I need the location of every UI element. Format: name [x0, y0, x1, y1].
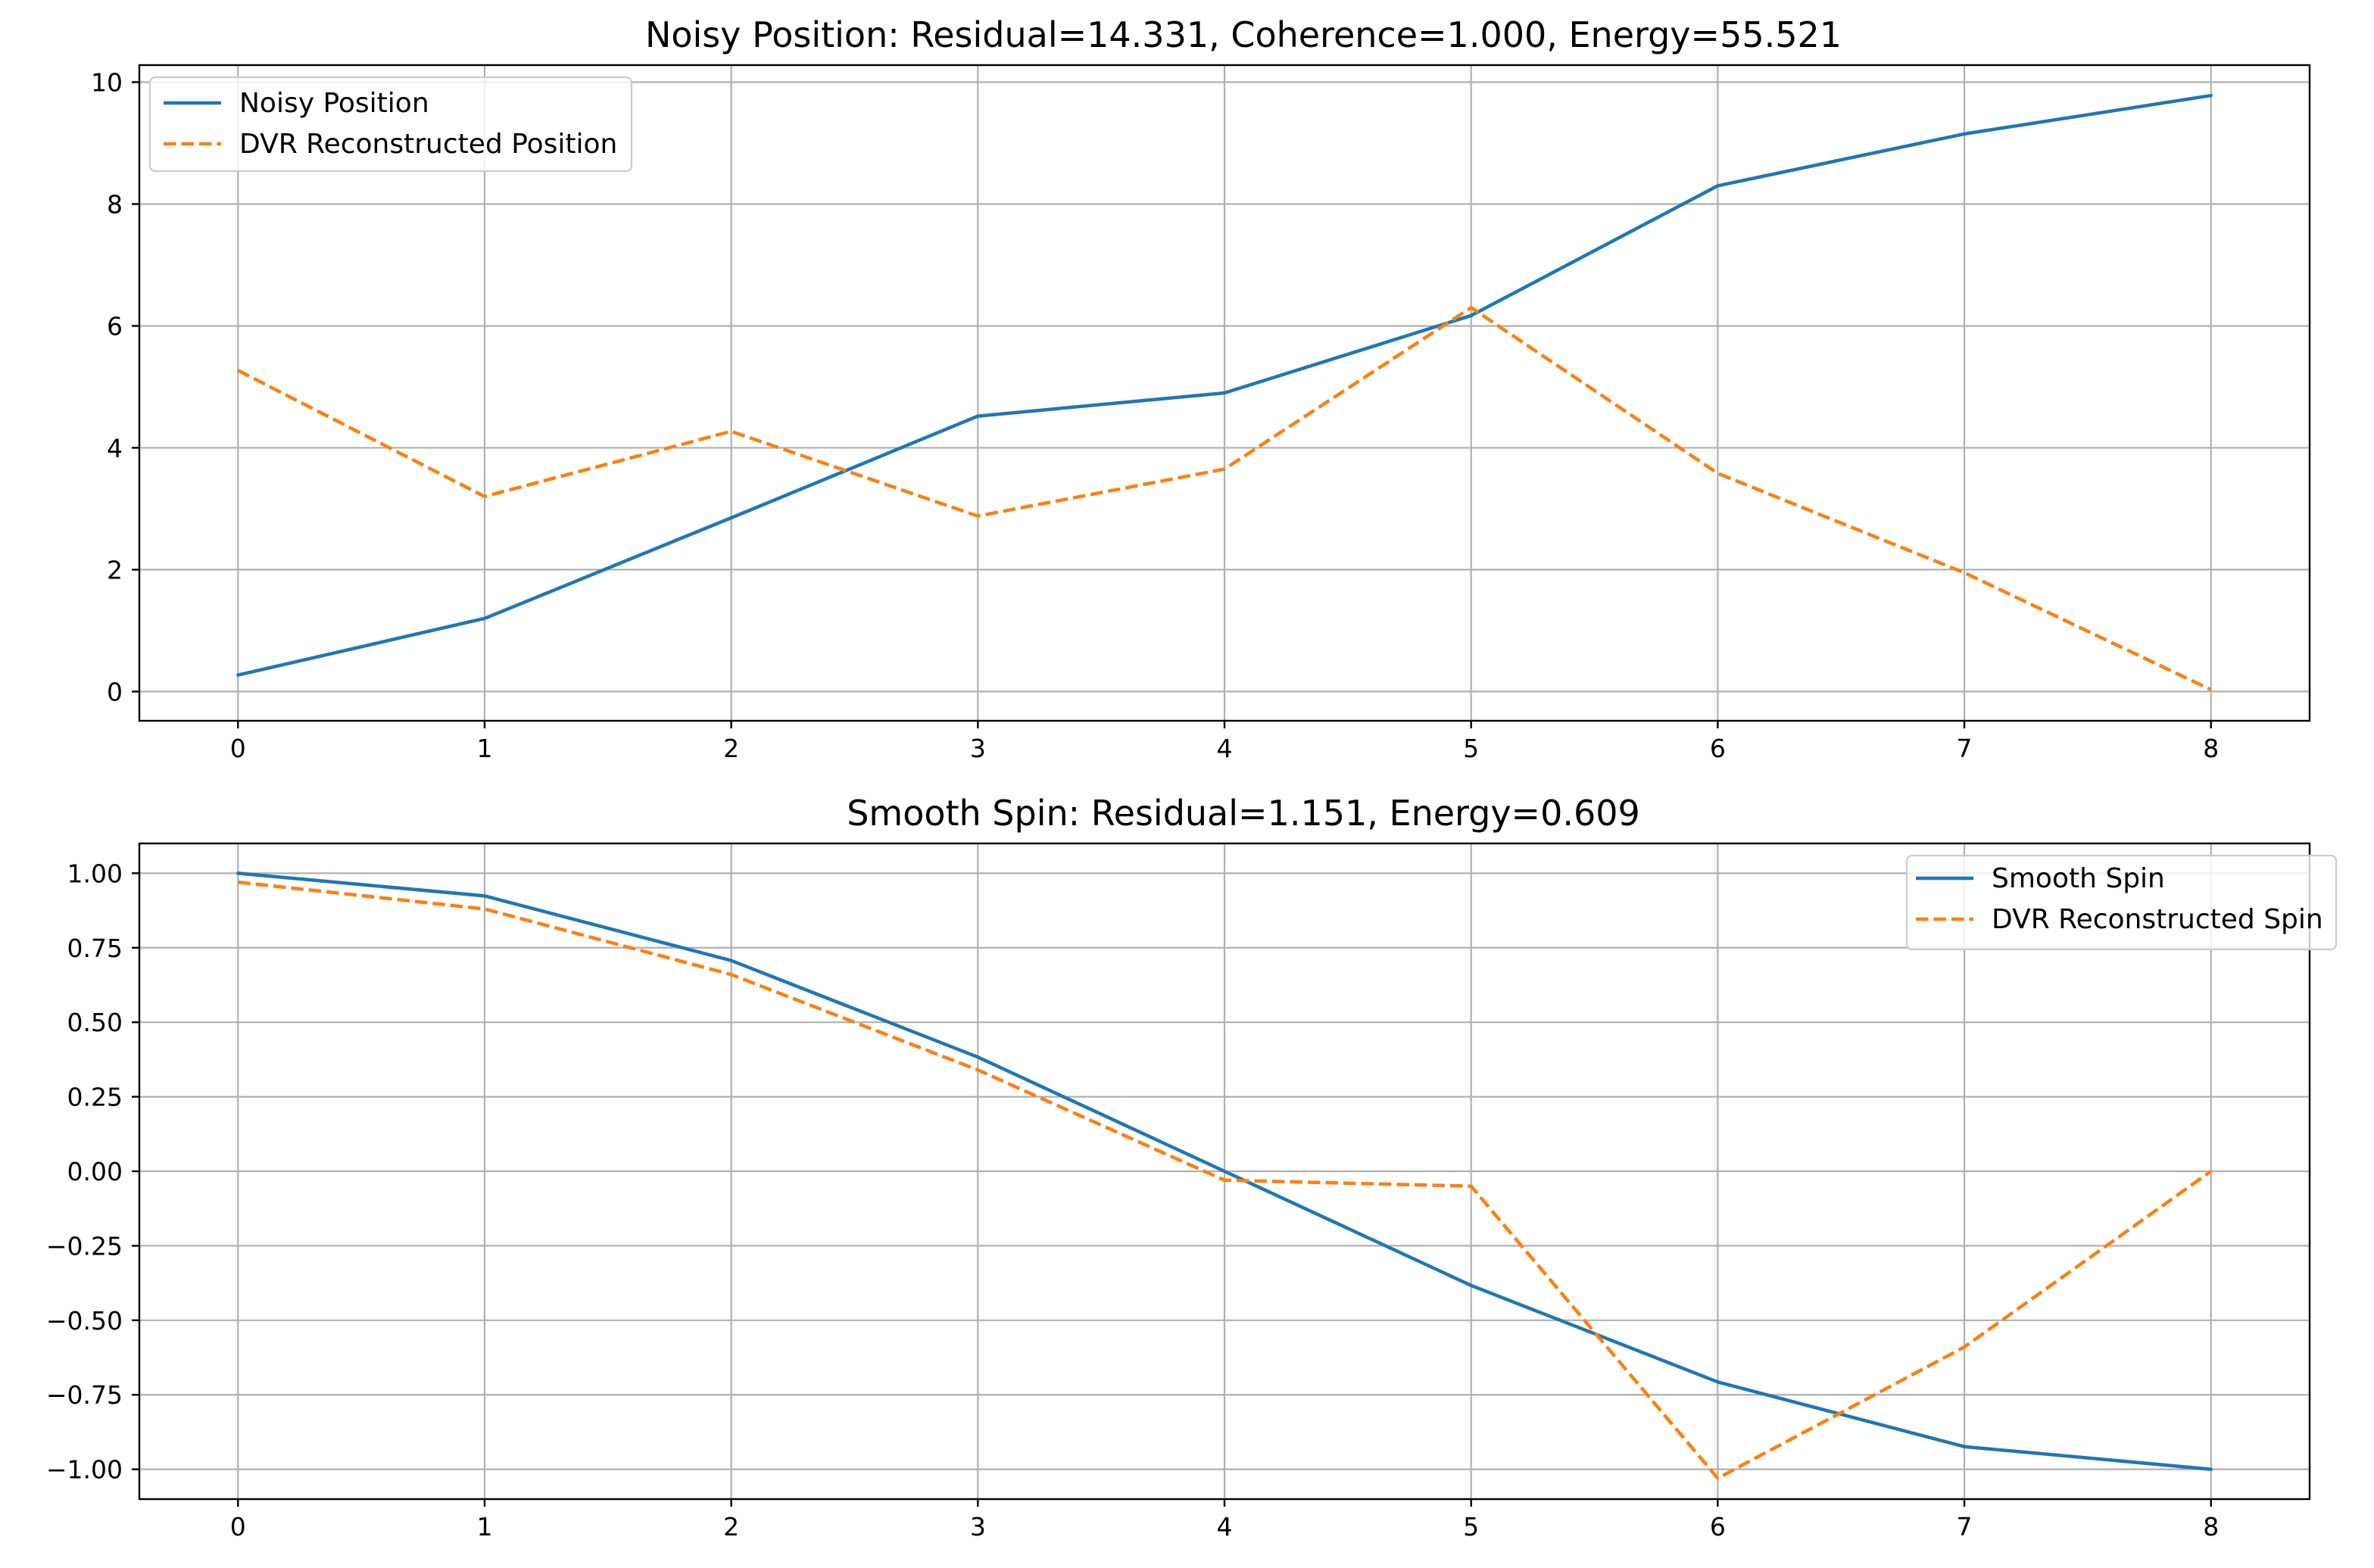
- x-tick-label: 8: [2203, 734, 2219, 763]
- chart-title: Noisy Position: Residual=14.331, Coheren…: [645, 14, 1842, 55]
- legend-label-smooth-spin: Smooth Spin: [1992, 863, 2165, 894]
- y-tick-label: 6: [107, 311, 123, 341]
- x-tick-label: 0: [230, 1512, 246, 1542]
- x-tick-label: 2: [723, 734, 739, 763]
- x-tick-label: 8: [2203, 1512, 2219, 1542]
- series-lines: [236, 871, 2213, 1480]
- x-tick-label: 5: [1463, 1512, 1479, 1542]
- chart-panel-smooth-spin: Smooth Spin: Residual=1.151, Energy=0.60…: [46, 793, 2338, 1542]
- x-tick-label: 7: [1957, 1512, 1973, 1542]
- x-tick-label: 5: [1463, 734, 1479, 763]
- legend-frame: [1905, 854, 2338, 951]
- y-tick-label: 8: [107, 190, 123, 220]
- legend-frame: [148, 76, 633, 173]
- grid-lines: [139, 843, 2310, 1499]
- legend-label-dvr-spin: DVR Reconstructed Spin: [1992, 904, 2323, 935]
- x-tick-label: 6: [1710, 734, 1726, 763]
- x-tick-label: 3: [970, 734, 986, 763]
- y-tick-label: −0.25: [46, 1231, 123, 1261]
- series-lines: [236, 93, 2213, 692]
- y-tick-label: 0: [107, 677, 123, 706]
- x-tick-label: 4: [1217, 734, 1233, 763]
- series-line-noisy-position: [236, 93, 2213, 677]
- series-line-dvr-reconstructed-spin: [238, 880, 2213, 1480]
- y-tick-label: 0.50: [67, 1008, 123, 1037]
- legend-label-noisy-position: Noisy Position: [239, 88, 429, 119]
- axis-ticks: 0 1 2 3 4 5 6 7 8 0 2 4 6 8 10: [91, 68, 2219, 763]
- y-tick-label: 10: [91, 68, 123, 98]
- grid-lines: [139, 65, 2310, 721]
- x-tick-label: 2: [723, 1512, 739, 1542]
- x-tick-label: 7: [1957, 734, 1973, 763]
- y-tick-label: 1.00: [67, 859, 123, 888]
- axis-ticks: 0 1 2 3 4 5 6 7 8 1.00 0.75 0.50 0.25 0.00 −0.25 −0.50 −…: [46, 859, 2219, 1542]
- chart-panel-noisy-position: Noisy Position: Residual=14.331, Coheren…: [91, 14, 2311, 763]
- y-tick-label: −0.75: [46, 1380, 123, 1410]
- chart-title: Smooth Spin: Residual=1.151, Energy=0.60…: [847, 793, 1640, 834]
- y-tick-label: 4: [107, 433, 123, 463]
- x-tick-label: 1: [476, 1512, 492, 1542]
- series-line-dvr-reconstructed-position: [237, 306, 2212, 692]
- y-tick-label: 0.75: [67, 934, 123, 963]
- legend-label-dvr-position: DVR Reconstructed Position: [239, 129, 617, 160]
- x-tick-label: 6: [1710, 1512, 1726, 1542]
- legend: Smooth Spin DVR Reconstructed Spin: [1905, 854, 2338, 951]
- y-tick-label: 0.00: [67, 1157, 123, 1186]
- y-tick-label: −0.50: [46, 1306, 123, 1336]
- y-tick-label: 0.25: [67, 1083, 123, 1112]
- x-tick-label: 4: [1217, 1512, 1233, 1542]
- x-tick-label: 3: [970, 1512, 986, 1542]
- y-tick-label: 2: [107, 555, 123, 584]
- x-tick-label: 0: [230, 734, 246, 763]
- series-line-smooth-spin: [236, 871, 2213, 1471]
- x-tick-label: 1: [476, 734, 492, 763]
- legend: Noisy Position DVR Reconstructed Positio…: [148, 76, 633, 173]
- y-tick-label: −1.00: [46, 1455, 123, 1485]
